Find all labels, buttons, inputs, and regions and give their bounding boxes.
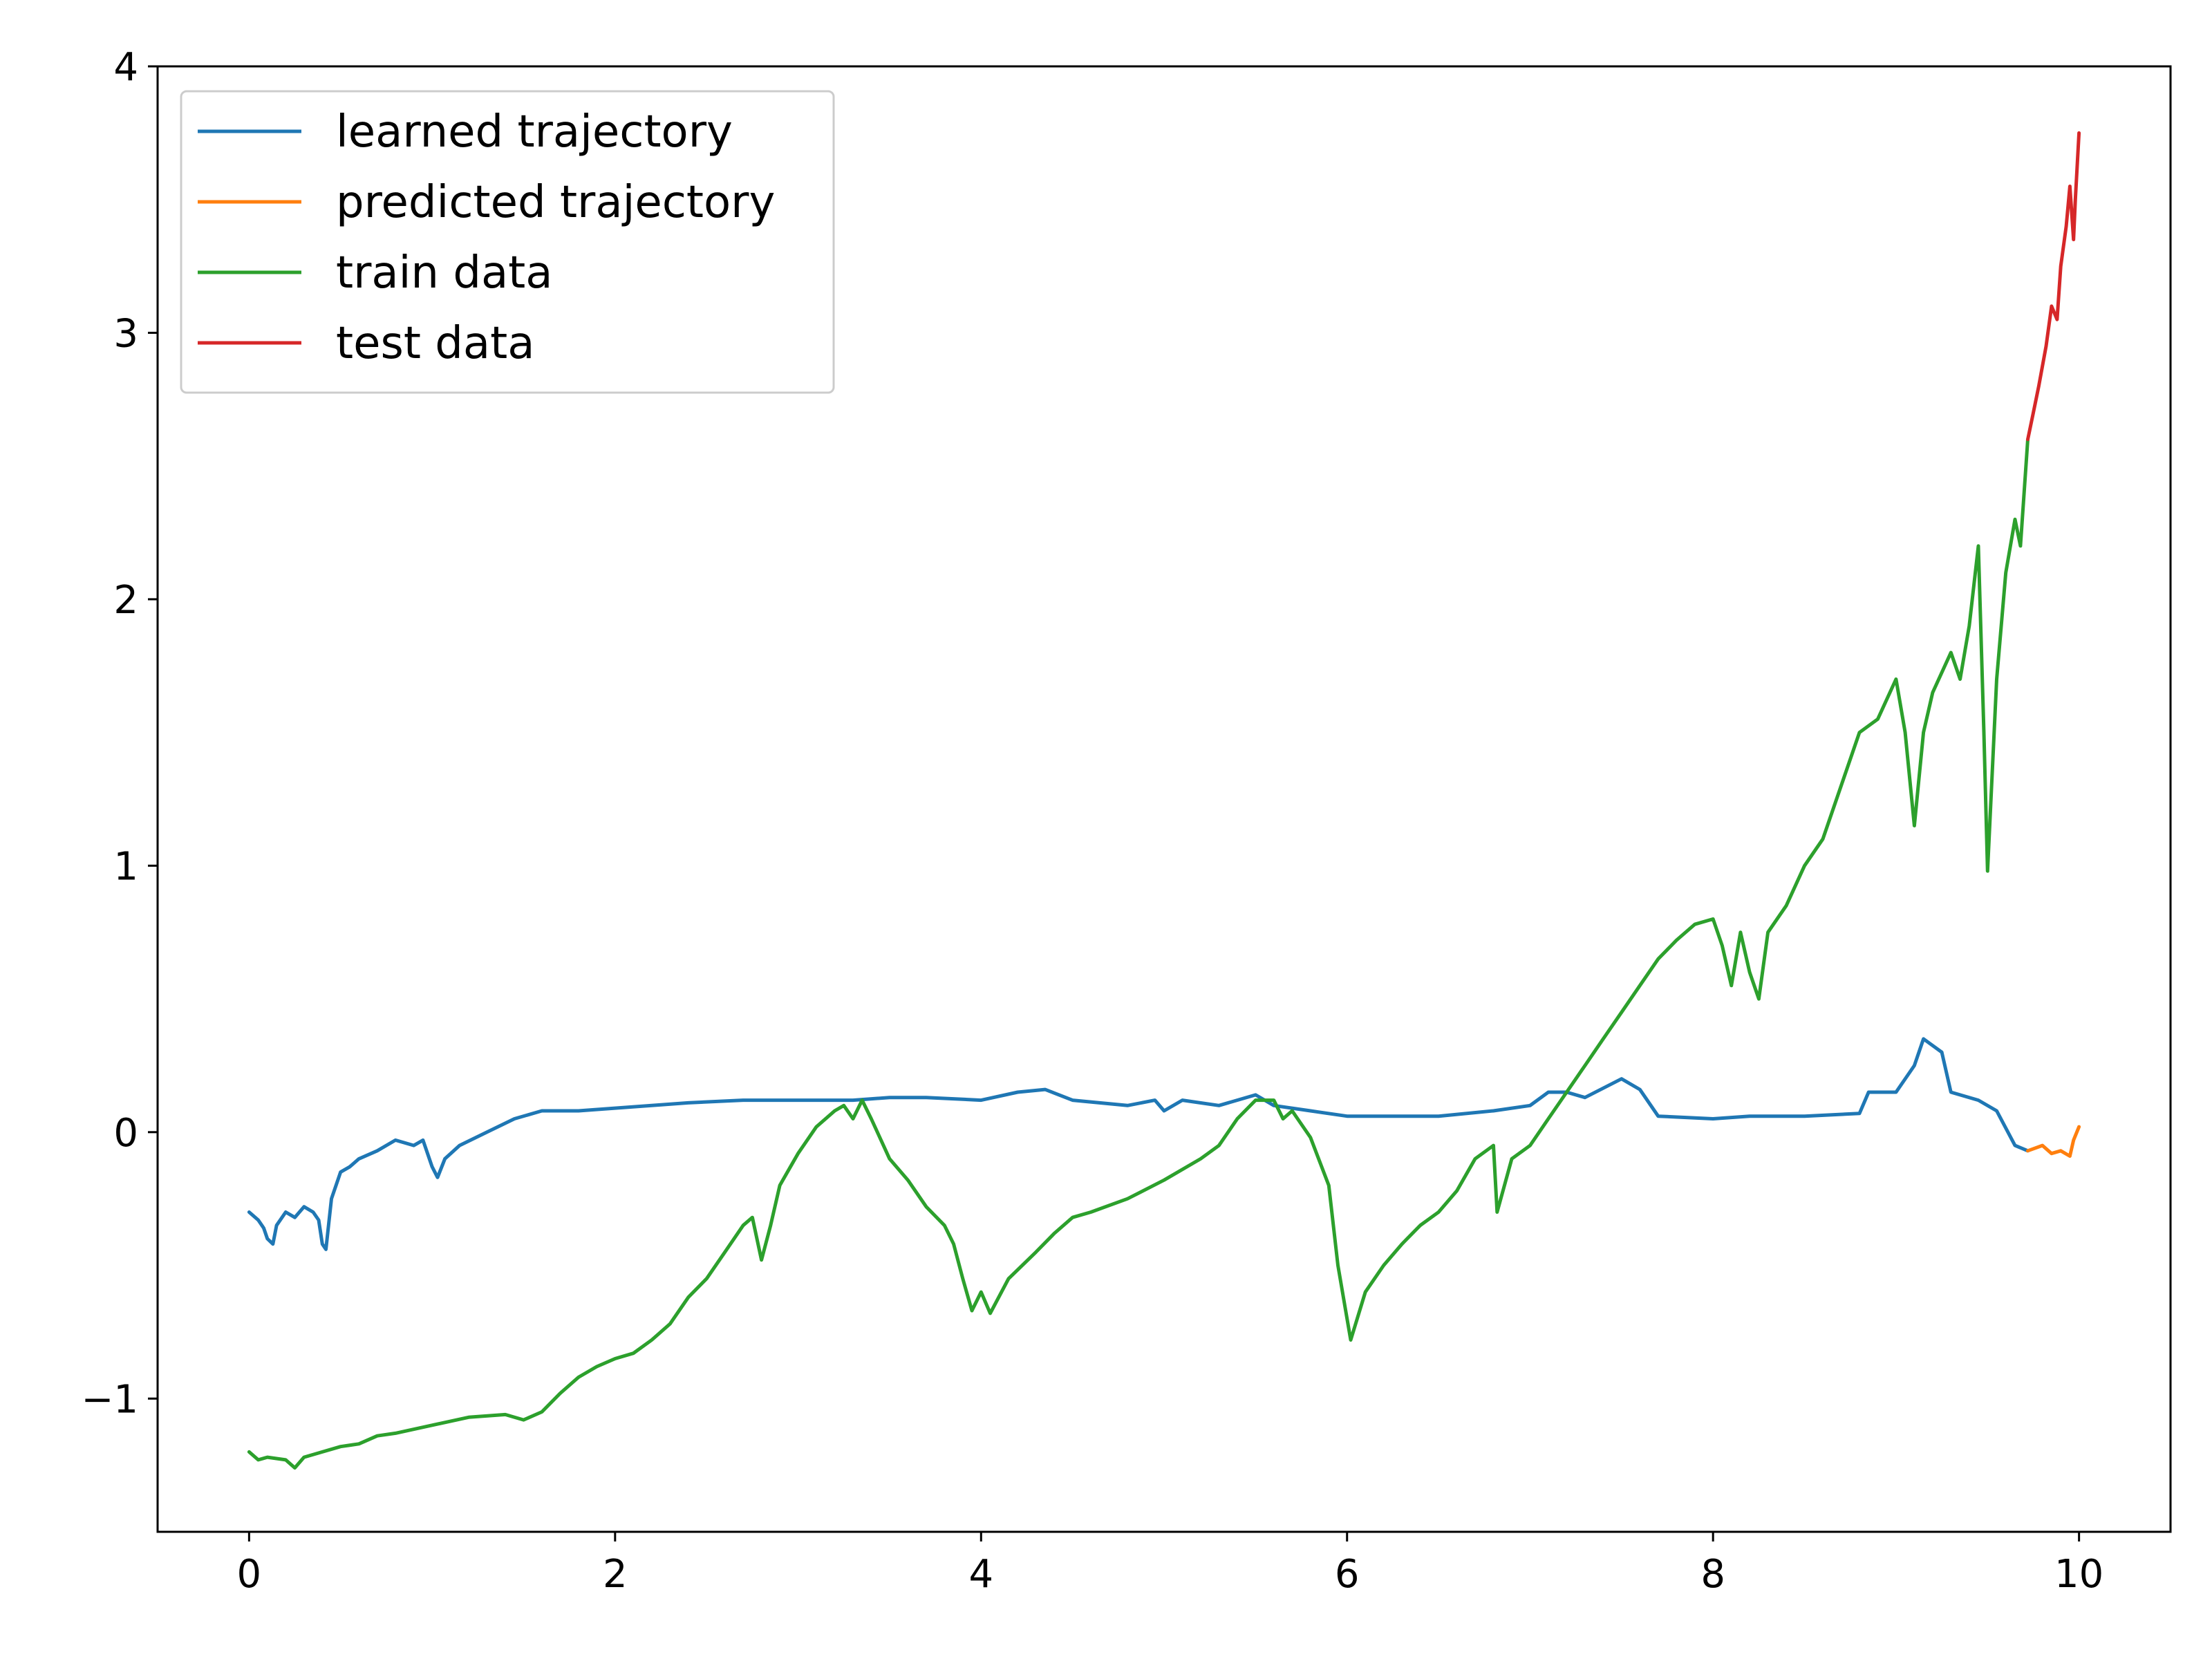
y-tick-label: 4 — [113, 45, 138, 90]
y-tick-label: 3 — [113, 311, 138, 356]
plot-frame — [156, 65, 2172, 1533]
series-line-learned-trajectory — [247, 1037, 2030, 1251]
y-tick-label: 0 — [113, 1111, 138, 1156]
x-tick-label: 10 — [2054, 1552, 2103, 1597]
series-line-train-data — [247, 438, 2030, 1470]
legend-label-train-data: train data — [336, 247, 552, 299]
x-tick-label: 2 — [603, 1552, 628, 1597]
legend: learned trajectory predicted trajectory tr… — [180, 90, 835, 394]
x-axis: 0 2 4 6 8 10 — [237, 1532, 2103, 1597]
legend-label-predicted-trajectory: predicted trajectory — [336, 177, 775, 228]
y-tick-label: −1 — [81, 1377, 138, 1422]
series-layer — [247, 131, 2081, 1470]
y-tick-label: 1 — [113, 844, 138, 889]
series-line-test-data — [2026, 131, 2081, 442]
legend-label-test-data: test data — [336, 318, 534, 369]
legend-label-learned-trajectory: learned trajectory — [336, 106, 733, 158]
legend-box — [180, 90, 835, 394]
x-tick-label: 0 — [237, 1552, 262, 1597]
y-axis: −1 0 1 2 3 4 — [81, 45, 158, 1422]
x-tick-label: 6 — [1335, 1552, 1360, 1597]
y-tick-label: 2 — [113, 578, 138, 623]
x-tick-label: 8 — [1700, 1552, 1725, 1597]
series-line-predicted-trajectory — [2026, 1125, 2081, 1158]
x-tick-label: 4 — [968, 1552, 993, 1597]
